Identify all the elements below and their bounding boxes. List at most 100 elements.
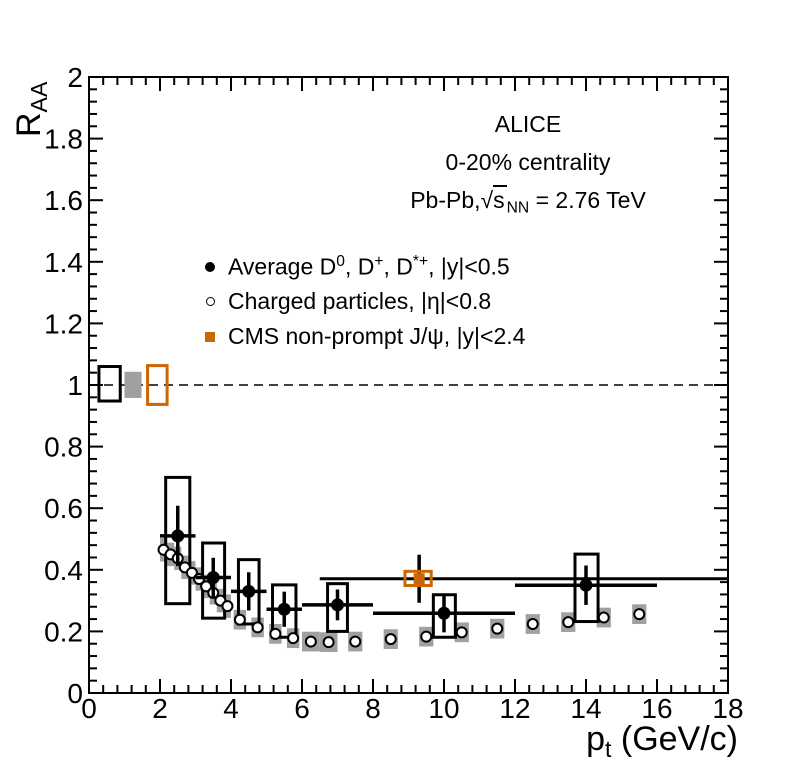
charged-particle-point — [200, 580, 213, 593]
legend-item-label: CMS non-prompt J/ψ, |y|<2.4 — [228, 323, 525, 350]
d-meson-point — [437, 606, 451, 620]
text-segment: 0 — [336, 252, 345, 270]
charged-particle-point — [384, 633, 397, 646]
y-tick-label: 0.4 — [44, 555, 83, 586]
x-tick-label: 18 — [712, 693, 743, 724]
text-segment: Average D — [228, 253, 337, 280]
legend-item-label: Average D0, D+, D*+, |y|<0.5 — [228, 253, 510, 281]
text-segment: NN — [506, 199, 530, 217]
text-segment: ALICE — [494, 111, 562, 137]
charged-particle-point — [562, 616, 575, 629]
text-segment: AA — [25, 81, 52, 113]
charged-particle-point — [322, 636, 335, 649]
d-meson-syst-box — [271, 583, 298, 639]
norm-box-d-mesons — [97, 365, 122, 403]
legend-marker-cell — [192, 261, 228, 272]
text-segment: p — [586, 720, 605, 758]
legend-item-label: Charged particles, |η|<0.8 — [228, 288, 491, 315]
y-tick-label: 0.8 — [44, 432, 83, 463]
x-tick-label: 10 — [428, 693, 459, 724]
text-segment: (GeV/c) — [611, 720, 738, 758]
annotation-system-energy: Pb-Pb,√s NN = 2.76 TeV — [328, 181, 728, 219]
x-tick-label: 2 — [152, 693, 168, 724]
y-tick-label: 0.2 — [44, 616, 83, 647]
x-tick-label: 6 — [294, 693, 310, 724]
charged-particle-point — [269, 627, 282, 640]
x-tick-label: 8 — [365, 693, 381, 724]
text-segment: , |y|<0.5 — [428, 253, 510, 280]
cms-syst-box — [403, 569, 433, 588]
annotation-centrality: 0-20% centrality — [328, 143, 728, 181]
legend-item: Average D0, D+, D*+, |y|<0.5 — [192, 249, 525, 284]
axis-ticks — [88, 76, 729, 694]
legend-marker-cell — [192, 297, 228, 306]
charged-particle-point — [287, 632, 300, 645]
legend-marker-cell — [192, 331, 228, 342]
annotation-experiment: ALICE — [328, 105, 728, 143]
charged-particle-point — [526, 618, 539, 631]
y-tick-label: 2 — [67, 62, 83, 93]
open-circle-icon — [205, 297, 215, 306]
charged-particle-point — [233, 613, 246, 626]
y-tick-label: 1.6 — [44, 185, 83, 216]
text-segment: CMS non-prompt J/ψ, |y|<2.4 — [228, 323, 526, 349]
x-tick-label: 0 — [81, 693, 97, 724]
charged-particle-point — [633, 608, 646, 621]
y-tick-label: 0.6 — [44, 493, 83, 524]
norm-box-charged — [124, 371, 142, 398]
charged-particle-point — [251, 621, 264, 634]
d-meson-points — [160, 505, 657, 633]
d-meson-syst-box — [326, 582, 349, 633]
y-tick-label: 1.2 — [44, 308, 83, 339]
x-tick-label: 14 — [570, 693, 601, 724]
y-tick-label: 0 — [67, 678, 83, 709]
d-meson-point — [277, 602, 291, 616]
legend-item: CMS non-prompt J/ψ, |y|<2.4 — [192, 319, 525, 354]
y-axis-title: RAA — [10, 82, 53, 137]
x-axis-title: pt (GeV/c) — [586, 720, 738, 763]
filled-square-icon — [205, 331, 215, 342]
charged-particle-point — [304, 635, 317, 648]
charged-particle-point — [597, 611, 610, 624]
text-segment: Charged particles, |η|<0.8 — [228, 288, 492, 314]
x-tick-label: 4 — [223, 693, 239, 724]
d-meson-point — [579, 578, 593, 592]
d-meson-point — [171, 529, 185, 543]
text-segment: , D — [344, 253, 375, 280]
d-meson-syst-box — [573, 552, 600, 624]
charged-particle-point — [491, 622, 504, 635]
charged-syst-boxes — [160, 538, 647, 653]
text-segment: √ — [480, 187, 494, 213]
charged-particle-point — [349, 635, 362, 648]
d-meson-point — [331, 598, 344, 612]
text-segment: = 2.76 TeV — [529, 187, 646, 213]
y-tick-label: 1.4 — [44, 247, 83, 278]
cms-point-group — [319, 554, 728, 603]
y-tick-label: 1 — [67, 370, 83, 401]
text-segment: t — [605, 735, 612, 762]
x-tick-label: 12 — [499, 693, 530, 724]
axis-tick-labels: 0 2 4 6 8 10 12 14 16 18 0 0.2 0.4 0.6 0.8 1 1.2 1.4 1.6 1.… — [44, 62, 744, 724]
legend-item: Charged particles, |η|<0.8 — [192, 284, 525, 319]
y-tick-label: 1.8 — [44, 124, 83, 155]
text-segment: Pb-Pb, — [410, 187, 481, 213]
cms-point — [413, 573, 425, 585]
annotation-block: ALICE 0-20% centrality Pb-Pb,√s NN = 2.76 T… — [328, 105, 728, 219]
d-meson-syst-box — [164, 475, 192, 606]
text-segment: R — [10, 112, 48, 137]
normalization-boxes — [97, 364, 169, 406]
x-tick-label: 16 — [641, 693, 672, 724]
charged-particle-point — [221, 600, 234, 613]
norm-box-cms — [146, 364, 169, 406]
text-segment: *+ — [412, 252, 429, 270]
d-meson-point — [206, 571, 220, 584]
legend: Average D0, D+, D*+, |y|<0.5 Charged part… — [192, 249, 525, 354]
d-meson-point — [242, 584, 256, 598]
charged-particle-point — [455, 626, 468, 639]
text-segment: + — [374, 252, 384, 270]
text-segment: 0-20% centrality — [445, 149, 611, 175]
charged-particle-point — [420, 630, 433, 643]
text-segment: s — [493, 185, 507, 213]
